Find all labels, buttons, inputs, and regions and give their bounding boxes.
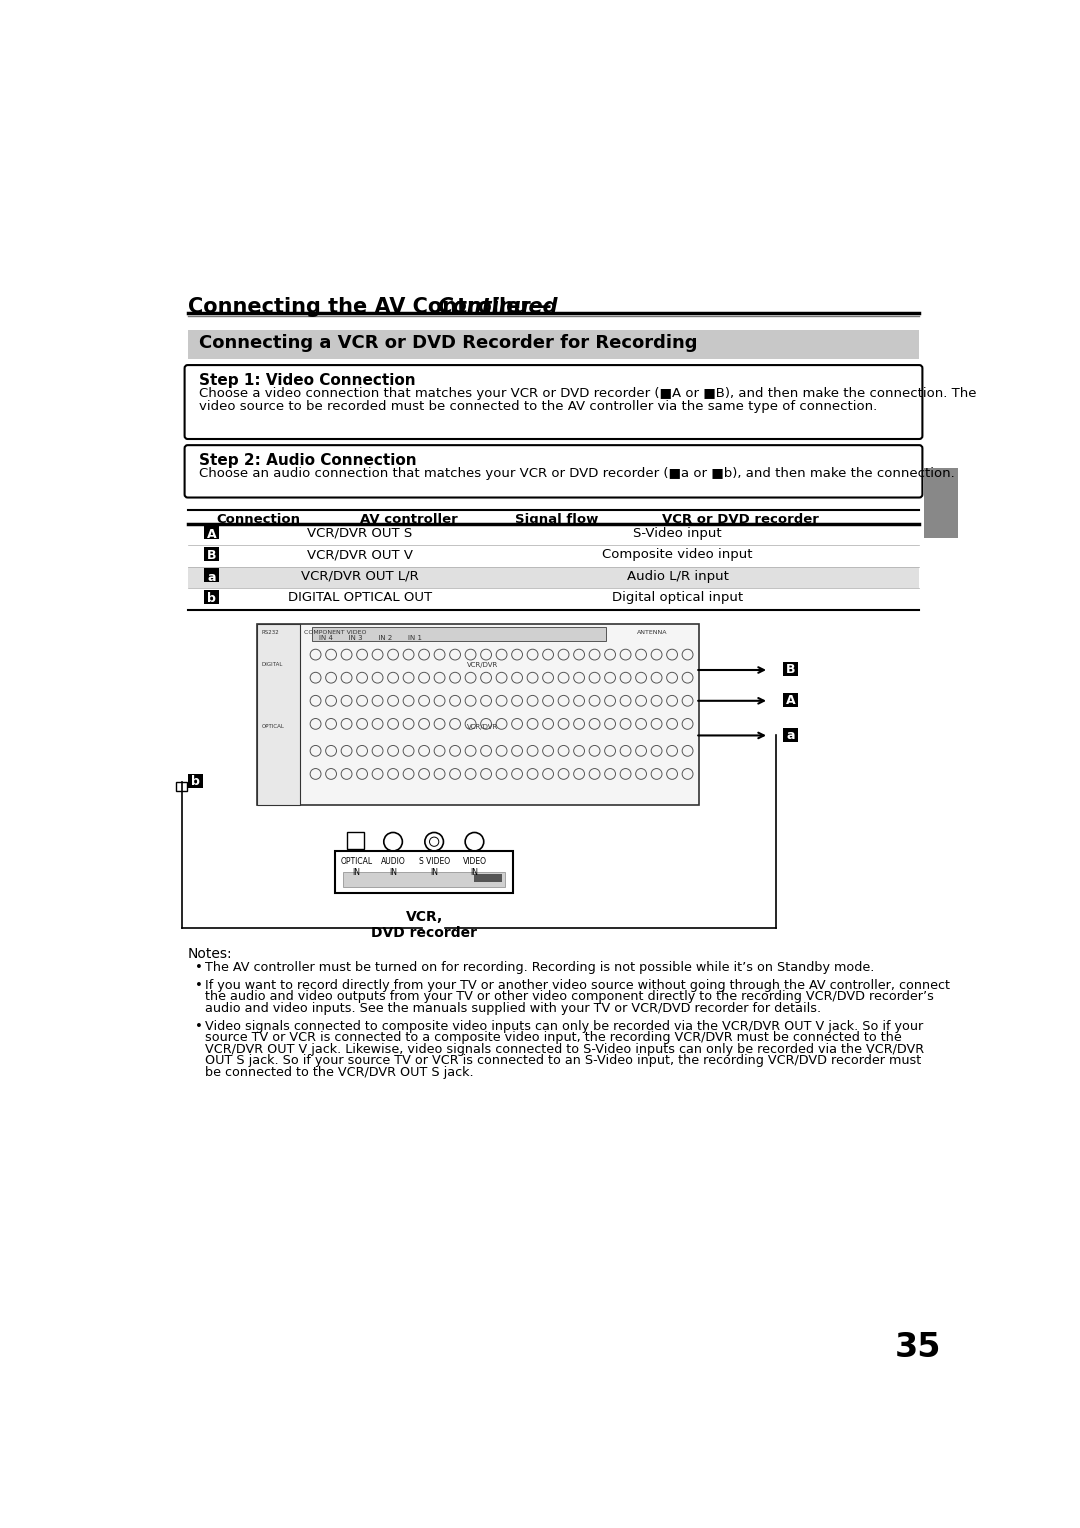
- Bar: [348, 833, 364, 850]
- Text: Composite video input: Composite video input: [603, 549, 753, 561]
- Text: RS232: RS232: [261, 630, 279, 636]
- Text: Choose a video connection that matches your VCR or DVD recorder (■A or ■B), and : Choose a video connection that matches y…: [199, 387, 976, 400]
- Text: audio and video inputs. See the manuals supplied with your TV or VCR/DVD recorde: audio and video inputs. See the manuals …: [205, 1002, 821, 1015]
- FancyBboxPatch shape: [185, 365, 922, 439]
- Circle shape: [383, 833, 403, 851]
- Text: IN 4       IN 3       IN 2       IN 1: IN 4 IN 3 IN 2 IN 1: [320, 634, 422, 640]
- Text: B: B: [207, 549, 216, 562]
- Text: the audio and video outputs from your TV or other video component directly to th: the audio and video outputs from your TV…: [205, 990, 933, 1004]
- Text: AV controller: AV controller: [360, 513, 458, 526]
- Text: S VIDEO
IN: S VIDEO IN: [419, 857, 449, 877]
- Text: video source to be recorded must be connected to the AV controller via the same : video source to be recorded must be conn…: [199, 400, 877, 414]
- Text: A: A: [207, 527, 216, 541]
- Text: VCR/DVR: VCR/DVR: [467, 662, 498, 668]
- Bar: [204, 590, 219, 604]
- Text: source TV or VCR is connected to a composite video input, the recording VCR/DVR : source TV or VCR is connected to a compo…: [205, 1031, 902, 1044]
- Text: Digital optical input: Digital optical input: [612, 591, 743, 605]
- Text: b: b: [191, 775, 200, 788]
- Text: VCR/DVR OUT V jack. Likewise, video signals connected to S-Video inputs can only: VCR/DVR OUT V jack. Likewise, video sign…: [205, 1042, 923, 1056]
- Text: OPTICAL
IN: OPTICAL IN: [340, 857, 373, 877]
- Bar: [342, 872, 505, 888]
- Text: •: •: [195, 979, 203, 992]
- Text: be connected to the VCR/DVR OUT S jack.: be connected to the VCR/DVR OUT S jack.: [205, 1067, 473, 1079]
- Bar: [783, 694, 798, 707]
- Bar: [176, 782, 187, 792]
- Text: A: A: [786, 694, 796, 707]
- Text: Connecting a VCR or DVD Recorder for Recording: Connecting a VCR or DVD Recorder for Rec…: [199, 335, 697, 353]
- Bar: [204, 526, 219, 539]
- Bar: [257, 623, 699, 805]
- Bar: [188, 567, 919, 588]
- Text: •: •: [195, 961, 203, 973]
- Bar: [257, 623, 300, 805]
- Text: Connecting the AV Controller—: Connecting the AV Controller—: [188, 298, 551, 318]
- Text: OPTICAL: OPTICAL: [261, 724, 284, 729]
- Text: The AV controller must be turned on for recording. Recording is not possible whi: The AV controller must be turned on for …: [205, 961, 874, 973]
- Text: Step 2: Audio Connection: Step 2: Audio Connection: [199, 452, 416, 468]
- FancyBboxPatch shape: [185, 445, 922, 498]
- Circle shape: [430, 837, 438, 847]
- Bar: [188, 330, 919, 359]
- Text: VCR,
DVD recorder: VCR, DVD recorder: [372, 911, 477, 940]
- Text: Connection: Connection: [216, 513, 300, 526]
- Text: VIDEO
IN: VIDEO IN: [462, 857, 486, 877]
- Text: Video signals connected to composite video inputs can only be recorded via the V: Video signals connected to composite vid…: [205, 1019, 923, 1033]
- Text: Notes:: Notes:: [188, 947, 232, 961]
- Text: •: •: [195, 1019, 203, 1033]
- Text: b: b: [207, 593, 216, 605]
- Text: DIGITAL OPTICAL OUT: DIGITAL OPTICAL OUT: [287, 591, 432, 605]
- Text: VCR/DVR OUT S: VCR/DVR OUT S: [307, 527, 413, 539]
- Bar: [335, 851, 513, 894]
- Text: ANTENNA: ANTENNA: [637, 630, 667, 636]
- Text: VCR or DVD recorder: VCR or DVD recorder: [662, 513, 819, 526]
- Bar: [924, 468, 958, 538]
- Text: VCR/DVR: VCR/DVR: [467, 724, 498, 730]
- Text: 35: 35: [894, 1331, 941, 1363]
- Text: Signal flow: Signal flow: [515, 513, 598, 526]
- Circle shape: [424, 833, 444, 851]
- Text: If you want to record directly from your TV or another video source without goin: If you want to record directly from your…: [205, 979, 949, 992]
- Bar: [783, 727, 798, 741]
- Text: Continued: Continued: [437, 298, 558, 318]
- Text: B: B: [786, 663, 795, 675]
- Text: DIGITAL: DIGITAL: [261, 662, 283, 668]
- Bar: [204, 547, 219, 561]
- Text: VCR/DVR OUT L/R: VCR/DVR OUT L/R: [301, 570, 419, 582]
- Text: COMPONENT VIDEO: COMPONENT VIDEO: [303, 630, 366, 636]
- Text: S-Video input: S-Video input: [633, 527, 721, 539]
- Bar: [783, 662, 798, 677]
- Text: Step 1: Video Connection: Step 1: Video Connection: [199, 373, 415, 388]
- Bar: [312, 626, 606, 640]
- Text: Audio L/R input: Audio L/R input: [626, 570, 728, 582]
- Text: a: a: [786, 729, 795, 741]
- Text: VCR/DVR OUT V: VCR/DVR OUT V: [307, 549, 413, 561]
- Bar: [188, 775, 203, 788]
- Circle shape: [465, 833, 484, 851]
- Text: AUDIO
IN: AUDIO IN: [380, 857, 405, 877]
- Text: OUT S jack. So if your source TV or VCR is connected to an S-Video input, the re: OUT S jack. So if your source TV or VCR …: [205, 1054, 921, 1067]
- Bar: [204, 568, 219, 582]
- Bar: [474, 874, 501, 882]
- Text: Choose an audio connection that matches your VCR or DVD recorder (■a or ■b), and: Choose an audio connection that matches …: [199, 466, 955, 480]
- Text: a: a: [207, 570, 216, 584]
